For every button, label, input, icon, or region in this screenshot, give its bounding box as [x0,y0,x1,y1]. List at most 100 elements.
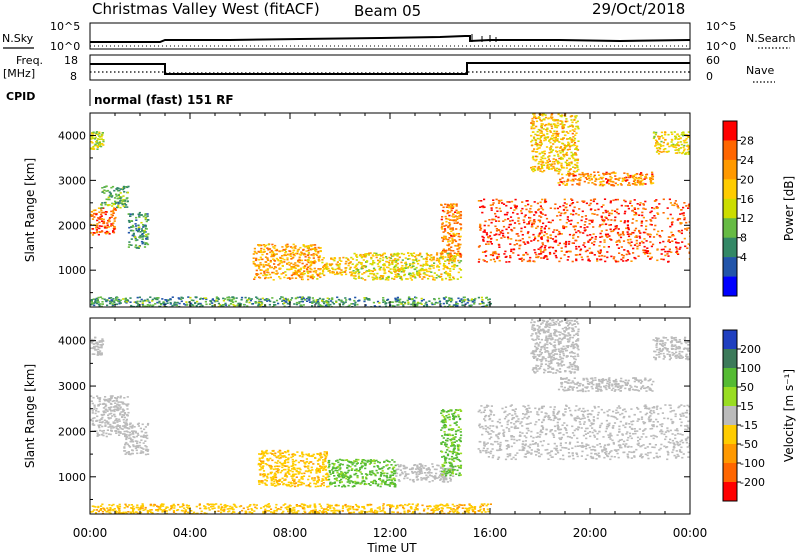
echo-region-6 [352,252,463,281]
echo-region-6 [440,408,463,477]
echo-region-3 [127,211,150,249]
colorbar-tick-label: 20 [740,173,754,186]
colorbar-label: Power [dB] [782,176,796,241]
plot-frame-power [89,112,691,308]
x-tick-label: 00:00 [673,526,708,540]
y-tick-label: 4000 [58,335,86,348]
colorbar-tick-label: 8 [740,232,747,245]
colorbar-segment [723,425,737,445]
y-axis-label: Slant Range [km] [23,158,37,262]
colorbar-segment [723,257,737,277]
echo-region-5 [395,463,455,483]
echo-region-8 [477,198,690,263]
colorbar-tick-label: -15 [740,419,758,432]
colorbar-segment [723,218,737,238]
freq-tick-bottom: 8 [70,70,77,83]
x-tick-label: 04:00 [173,526,208,540]
colorbar-tick-label: -50 [740,438,758,451]
nave-tick-top: 60 [706,54,720,67]
colorbar-segment [723,387,737,407]
echo-region-3 [257,449,330,488]
colorbar-segment [723,349,737,369]
echo-region-7 [477,404,690,461]
y-tick-label: 2000 [58,425,86,438]
colorbar-tick-label: 50 [740,381,754,394]
freq-label-line2: [MHz] [3,67,35,80]
echo-region-2 [90,131,105,150]
colorbar-tick-label: 16 [740,193,754,206]
frequency-trace [90,62,690,75]
noise-search-label: N.Search [746,32,796,45]
noise-panel: N.Sky 10^5 10^0 10^5 10^0 N.Search [2,20,796,53]
nave-trace [90,71,690,74]
x-tick-label: 16:00 [473,526,508,540]
x-tick-label: 00:00 [73,526,108,540]
noise-sky-label: N.Sky [2,32,34,45]
colorbar-segment [723,237,737,258]
cpid-mode: normal (fast) 151 RF [94,93,234,107]
colorbar-segment [723,463,737,483]
colorbar-power: 28 24 20 16 12 8 4 Power [dB] [722,120,796,297]
echo-region-4 [327,458,397,488]
noise-right-tick-top: 10^5 [706,20,736,33]
noise-left-tick-top: 10^5 [50,20,80,33]
colorbar-label: Velocity [m s⁻¹] [782,369,796,462]
noise-sky-trace [90,35,691,43]
y-tick-label: 2000 [58,219,86,232]
colorbar-segment [723,159,737,180]
colorbar-segment [723,368,737,388]
frequency-panel: Freq. [MHz] 18 8 60 0 Nave [3,54,775,83]
echo-region-10 [530,113,580,173]
y-axis-label: Slant Range [km] [23,364,37,468]
echo-region-11 [652,131,690,155]
colorbar-segment [723,179,737,200]
echo-region-5 [321,256,355,277]
echo-region-2 [90,336,105,356]
y-tick-label: 3000 [58,380,86,393]
colorbar-tick-label: 12 [740,212,754,225]
colorbar-segment [723,121,737,141]
beam-label: Beam 05 [354,2,421,20]
time-axis: 00:00 04:00 08:00 12:00 16:00 20:00 00:00 [73,526,708,540]
echo-region-10 [652,336,690,361]
date-label: 29/Oct/2018 [592,0,685,18]
x-tick-label: 12:00 [373,526,408,540]
colorbar-tick-label: 15 [740,400,754,413]
colorbar-tick-label: 24 [740,154,754,167]
y-tick-label: 1000 [58,264,86,277]
colorbar-segment [723,406,737,426]
colorbar-velocity: 200 100 50 15 -15 -50 -100 -200 Velocity [m s⁻¹] [722,329,796,502]
colorbar-segment [723,198,737,219]
colorbar-tick-label: 100 [740,362,761,375]
colorbar-frame [722,120,738,297]
echo-region-9 [557,171,655,187]
colorbar-frame [722,329,738,502]
echo-region-7 [440,203,463,258]
velocity-panel: 1000 2000 3000 4000 Slant Range [km] 200 100 50… [23,317,796,515]
freq-label-line1: Freq. [16,54,43,67]
nave-label: Nave [746,64,774,77]
y-tick-label: 3000 [58,174,86,187]
colorbar-tick-label: -200 [740,476,765,489]
x-tick-label: 20:00 [573,526,608,540]
station-title: Christmas Valley West (fitACF) [92,0,320,18]
freq-tick-top: 18 [64,54,78,67]
nave-tick-bottom: 0 [706,70,713,83]
y-tick-label: 4000 [58,129,86,142]
data-cells-power [90,113,690,307]
data-cells-velocity [90,318,690,514]
y-tick-label: 1000 [58,471,86,484]
colorbar-segment [723,276,737,297]
echo-region-0 [90,207,117,236]
colorbar-segment [723,444,737,464]
noise-right-tick-bottom: 10^0 [706,40,736,53]
colorbar-tick-label: 4 [740,251,747,264]
echo-region-1 [123,422,150,456]
colorbar-tick-label: -100 [740,457,765,470]
time-axis-label: Time UT [366,541,417,554]
cpid-label: CPID [6,90,35,103]
echo-region-4 [252,243,322,281]
x-tick-label: 08:00 [273,526,308,540]
echo-region-8 [557,377,655,393]
